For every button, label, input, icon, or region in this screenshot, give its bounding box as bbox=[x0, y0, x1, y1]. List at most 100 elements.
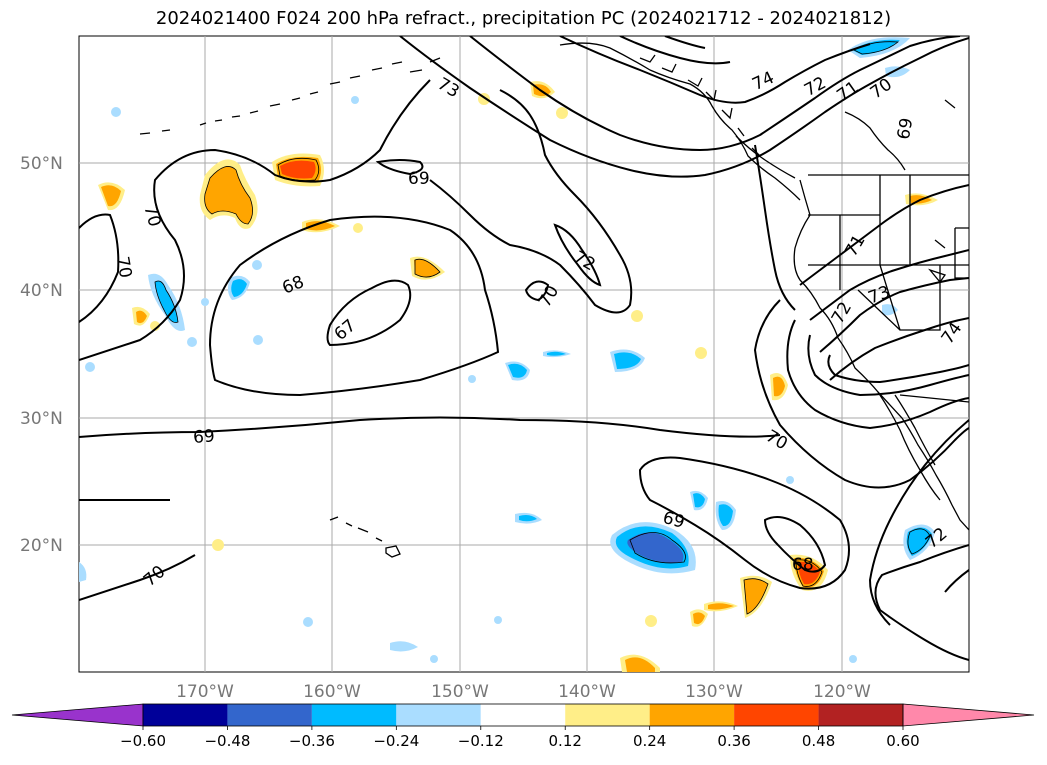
contour-69-south bbox=[79, 416, 781, 438]
precip-orange-area bbox=[798, 561, 820, 585]
latitude-label: 40°N bbox=[20, 281, 63, 301]
latitude-labels: 50°N 40°N 30°N 20°N bbox=[20, 154, 63, 556]
contour-label: 70 bbox=[112, 255, 135, 280]
precip-blue-dot bbox=[786, 476, 794, 484]
gridlines bbox=[79, 36, 969, 672]
precip-blue-dot bbox=[849, 655, 857, 663]
precip-blue-dot bbox=[201, 298, 209, 306]
state-borders bbox=[808, 175, 969, 331]
baja-peninsula bbox=[877, 391, 941, 501]
precip-blue-dot bbox=[85, 362, 95, 372]
contour-69-blob bbox=[375, 159, 424, 176]
hawaii-islands bbox=[329, 516, 401, 558]
colorbar-tick-label: 0.24 bbox=[633, 732, 666, 750]
precip-orange-area bbox=[414, 259, 440, 278]
colorbar-tick-label: −0.60 bbox=[120, 732, 166, 750]
colorbar-tick-label: 0.60 bbox=[886, 732, 919, 750]
precip-yellow-dot bbox=[631, 310, 643, 322]
latitude-label: 50°N bbox=[20, 154, 63, 174]
contour-69-mid bbox=[429, 89, 633, 314]
latitude-label: 20°N bbox=[20, 536, 63, 556]
precip-negative-areas bbox=[79, 37, 935, 663]
precip-blue-area bbox=[906, 527, 932, 556]
colorbar-segment bbox=[227, 704, 312, 726]
alaska-coast bbox=[559, 42, 801, 201]
colorbar-segment bbox=[311, 704, 397, 726]
longitude-label: 120°W bbox=[813, 682, 871, 702]
contour-east-loop-2 bbox=[786, 319, 969, 430]
contour-74 bbox=[829, 317, 969, 381]
contour-72-east bbox=[809, 249, 969, 321]
contour-68-ring bbox=[208, 215, 500, 397]
precip-orange-area bbox=[708, 603, 734, 610]
sierra-lakes bbox=[928, 239, 947, 284]
contour-70-west bbox=[79, 213, 120, 323]
map-title: 2024021400 F024 200 hPa refract., precip… bbox=[155, 8, 892, 29]
contour-70-small bbox=[524, 280, 550, 302]
precip-positive-areas bbox=[98, 81, 938, 672]
precip-yellow-dot bbox=[353, 223, 363, 233]
colorbar: −0.60 −0.48 −0.36 −0.24 −0.12 0.12 0.24 0.36 0.4… bbox=[11, 703, 1035, 750]
precip-blue-area bbox=[231, 279, 247, 297]
longitude-label: 150°W bbox=[431, 682, 489, 702]
precip-blue-area bbox=[852, 39, 900, 55]
colorbar-segment bbox=[818, 704, 903, 726]
colorbar-tick-label: −0.48 bbox=[204, 732, 250, 750]
longitude-label: 140°W bbox=[558, 682, 616, 702]
precip-blue-dot bbox=[303, 617, 313, 627]
precip-blue-area bbox=[508, 363, 527, 378]
precip-orange-area bbox=[625, 657, 655, 672]
precip-blue-dot bbox=[430, 655, 438, 663]
latitude-label: 30°N bbox=[20, 409, 63, 429]
contour-inner-loop bbox=[553, 223, 602, 287]
precip-blue-area bbox=[718, 504, 733, 527]
contour-67-ring bbox=[326, 279, 412, 347]
precip-blue-dot bbox=[494, 616, 502, 624]
precip-orange-area bbox=[744, 578, 768, 614]
precip-blue-dot bbox=[351, 96, 359, 104]
precip-blue-area bbox=[390, 641, 418, 652]
contour-68-inner bbox=[763, 515, 827, 573]
precip-blue-area bbox=[519, 515, 537, 522]
contour-72-south bbox=[874, 544, 969, 661]
precip-orange-area bbox=[204, 166, 253, 224]
precip-outlines bbox=[154, 41, 931, 615]
precip-blue-area bbox=[885, 66, 910, 78]
contour-label: 69 bbox=[894, 116, 917, 141]
precip-orange-area bbox=[136, 310, 147, 324]
precip-blue-area bbox=[547, 351, 566, 356]
contour-72-south-outer bbox=[868, 419, 969, 626]
colorbar-tick-label: −0.24 bbox=[373, 732, 419, 750]
contour-label: 68 bbox=[792, 555, 814, 575]
refractivity-contours bbox=[79, 36, 969, 661]
colorbar-segment bbox=[649, 704, 735, 726]
aleutians bbox=[139, 57, 441, 135]
precip-blue-dot bbox=[468, 375, 476, 383]
canada-coast-inlets bbox=[844, 99, 956, 171]
colorbar-tick-label: 0.36 bbox=[717, 732, 750, 750]
colorbar-extend-high bbox=[902, 703, 1035, 727]
contour-71 bbox=[799, 184, 969, 286]
precip-blue-area bbox=[614, 352, 641, 369]
map-frame bbox=[78, 35, 970, 673]
vancouver-island bbox=[735, 135, 796, 179]
precip-blue-area bbox=[627, 532, 684, 563]
colorbar-outline bbox=[142, 703, 904, 727]
contour-north-1 bbox=[469, 36, 961, 152]
contour-east-loop-4 bbox=[827, 354, 969, 384]
precip-orange-area bbox=[280, 160, 316, 179]
coastlines bbox=[139, 42, 969, 558]
precip-blue-area bbox=[79, 562, 87, 582]
contour-72-se bbox=[944, 569, 969, 593]
colorbar-tick-label: −0.12 bbox=[458, 732, 504, 750]
contour-70-ring bbox=[79, 79, 431, 361]
precip-orange-area bbox=[306, 221, 335, 231]
contour-north-3 bbox=[559, 36, 871, 104]
contour-east-loop-1 bbox=[753, 299, 969, 489]
precip-blue-dot bbox=[253, 335, 263, 345]
precip-blue-area bbox=[693, 493, 705, 508]
west-coast bbox=[793, 179, 969, 531]
colorbar-segment bbox=[565, 704, 650, 726]
longitude-label: 130°W bbox=[685, 682, 743, 702]
